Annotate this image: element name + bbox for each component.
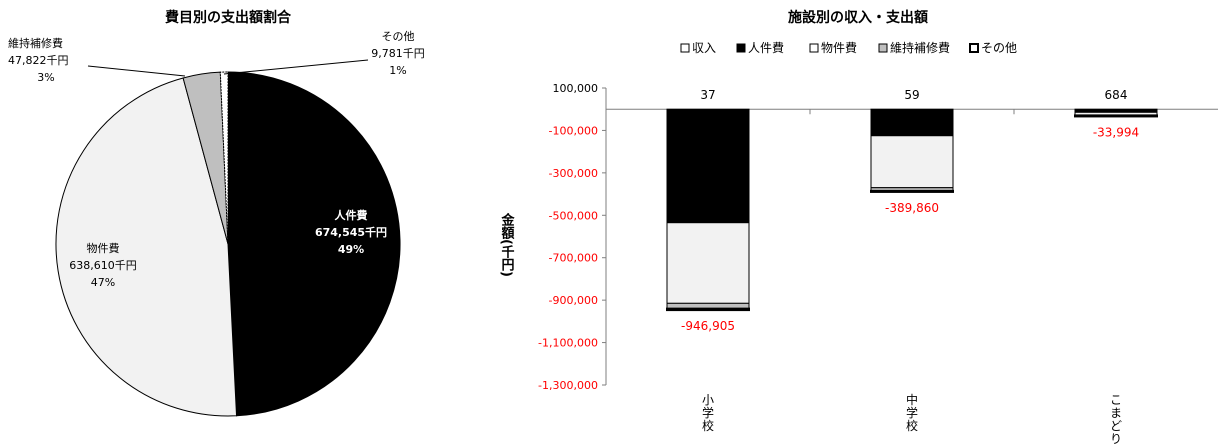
pie-label-name: 物件費 (87, 241, 120, 255)
pie-label-percent: 47% (91, 276, 115, 289)
y-tick-label: 100,000 (553, 82, 599, 95)
bar-segment (1074, 114, 1158, 118)
legend-label: 物件費 (821, 40, 857, 55)
x-tick-label-char: 中 (906, 392, 918, 407)
y-axis-label: 金額(千円) (499, 212, 516, 276)
pie-label-name: 維持補修費 (8, 36, 63, 50)
x-tick-label-char: ど (1110, 419, 1122, 433)
bar-segment (870, 108, 954, 137)
y-tick-label: -100,000 (549, 124, 598, 137)
y-tick-label: -700,000 (549, 252, 598, 265)
x-tick-label-char: ま (1110, 406, 1122, 420)
pie-label-percent: 3% (37, 71, 54, 84)
pie-label-value: 9,781千円 (371, 47, 425, 60)
y-tick-label: -500,000 (549, 209, 598, 222)
pie-title: 費目別の支出額割合 (165, 9, 292, 26)
legend-label: 維持補修費 (890, 40, 950, 55)
pie-slice (219, 71, 229, 245)
x-tick-label-char: 校 (906, 418, 918, 433)
pie-leader-line (223, 59, 369, 75)
bar-labels: 37 -946,905 59 -389,860 684 -33,994 (681, 88, 1139, 333)
y-tick-label: -1,100,000 (538, 337, 598, 350)
bar-income-label: 684 (1105, 88, 1128, 102)
bar-segment (666, 307, 750, 312)
pie-label-bukkenhi: 物件費 638,610千円 47% (69, 241, 137, 289)
pie-label-percent: 49% (338, 243, 364, 256)
pie-leader-line (87, 65, 186, 77)
y-tick-label: -1,300,000 (538, 379, 598, 392)
y-tick-label: -300,000 (549, 167, 598, 180)
pie-label-percent: 1% (389, 64, 406, 77)
bar-segment (870, 135, 954, 189)
legend-swatch (809, 43, 819, 53)
bar-segment (870, 189, 954, 193)
pie-slice (55, 77, 238, 417)
pie-slices (55, 71, 401, 417)
pie-label-ijihoshu: 維持補修費 47,822千円 3% (8, 36, 186, 84)
x-tick-label-char: 学 (702, 405, 714, 420)
legend-swatch (878, 43, 888, 53)
bar-title: 施設別の収入・支出額 (788, 9, 928, 26)
pie-label-value: 674,545千円 (315, 225, 387, 239)
bar-segment (666, 222, 750, 304)
pie-label-value: 47,822千円 (8, 54, 69, 67)
bar-total-label: -33,994 (1093, 125, 1139, 139)
legend-label: 人件費 (748, 40, 784, 55)
bar-income-label: 37 (700, 88, 715, 102)
pie-label-sonota: その他 9,781千円 1% (223, 30, 425, 77)
pie-label-value: 638,610千円 (69, 259, 137, 272)
legend-swatch (969, 43, 979, 53)
legend-swatch (736, 43, 746, 53)
y-tick-label: -900,000 (549, 294, 598, 307)
pie-label-jinkenhi: 人件費 674,545千円 49% (315, 208, 387, 256)
bar-total-label: -389,860 (885, 201, 939, 215)
bar-income-label: 59 (904, 88, 919, 102)
x-tick-label-char: 小 (702, 393, 714, 407)
x-tick-label-char: こ (1110, 393, 1122, 407)
bar-segment (666, 108, 750, 224)
pie-slice (227, 71, 401, 417)
legend-label: 収入 (692, 41, 716, 55)
bar-total-label: -946,905 (681, 319, 735, 333)
legend-swatch (680, 43, 690, 53)
bars (666, 108, 1158, 312)
x-tick-label-char: 学 (906, 405, 918, 420)
pie-label-name: その他 (382, 30, 415, 43)
pie-label-name: 人件費 (335, 208, 368, 222)
bar-legend: 収入 人件費 物件費 維持補修費 その他 (680, 40, 1017, 55)
x-tick-label-char: り (1110, 432, 1122, 446)
x-tick-label-char: 校 (702, 418, 714, 433)
legend-label: その他 (981, 41, 1017, 55)
y-axis: 100,000 -100,000 -300,000 -500,000 -700,000 -… (538, 82, 1218, 392)
